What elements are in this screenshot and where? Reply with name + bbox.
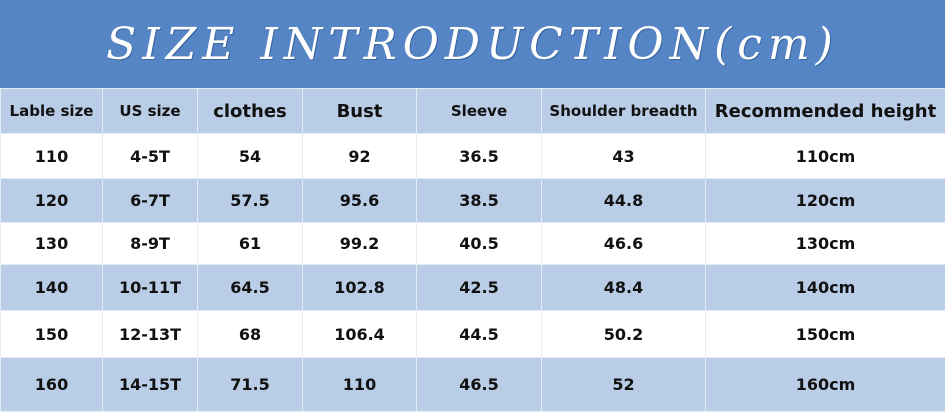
table-cell: 38.5: [417, 179, 542, 223]
column-header: US size: [103, 89, 198, 134]
table-cell: 120: [1, 179, 103, 223]
table-cell: 110: [1, 134, 103, 179]
table-cell: 48.4: [542, 265, 706, 311]
column-header: Lable size: [1, 89, 103, 134]
table-cell: 12-13T: [103, 311, 198, 358]
table-cell: 110: [303, 358, 417, 412]
title-banner: SIZE INTRODUCTION(cm): [0, 0, 945, 88]
table-cell: 10-11T: [103, 265, 198, 311]
table-cell: 130cm: [706, 223, 945, 265]
column-header: Bust: [303, 89, 417, 134]
table-cell: 160: [1, 358, 103, 412]
table-cell: 40.5: [417, 223, 542, 265]
table-cell: 54: [198, 134, 303, 179]
table-cell: 120cm: [706, 179, 945, 223]
table-cell: 43: [542, 134, 706, 179]
table-cell: 140cm: [706, 265, 945, 311]
table-cell: 46.5: [417, 358, 542, 412]
table-cell: 150cm: [706, 311, 945, 358]
table-cell: 8-9T: [103, 223, 198, 265]
column-header: Sleeve: [417, 89, 542, 134]
table-cell: 14-15T: [103, 358, 198, 412]
table-cell: 44.8: [542, 179, 706, 223]
table-cell: 160cm: [706, 358, 945, 412]
title: SIZE INTRODUCTION(cm): [106, 19, 839, 70]
table-cell: 61: [198, 223, 303, 265]
column-header: clothes: [198, 89, 303, 134]
table-cell: 64.5: [198, 265, 303, 311]
table-cell: 46.6: [542, 223, 706, 265]
table-cell: 106.4: [303, 311, 417, 358]
table-cell: 150: [1, 311, 103, 358]
table-cell: 57.5: [198, 179, 303, 223]
table-cell: 92: [303, 134, 417, 179]
table-cell: 140: [1, 265, 103, 311]
table-cell: 36.5: [417, 134, 542, 179]
table-cell: 44.5: [417, 311, 542, 358]
table-cell: 4-5T: [103, 134, 198, 179]
table-cell: 71.5: [198, 358, 303, 412]
table-cell: 130: [1, 223, 103, 265]
table-cell: 6-7T: [103, 179, 198, 223]
table-cell: 95.6: [303, 179, 417, 223]
column-header: Recommended height: [706, 89, 945, 134]
table-cell: 68: [198, 311, 303, 358]
table-cell: 42.5: [417, 265, 542, 311]
table-cell: 50.2: [542, 311, 706, 358]
table-cell: 52: [542, 358, 706, 412]
column-header: Shoulder breadth: [542, 89, 706, 134]
table-cell: 102.8: [303, 265, 417, 311]
table-cell: 99.2: [303, 223, 417, 265]
table-cell: 110cm: [706, 134, 945, 179]
